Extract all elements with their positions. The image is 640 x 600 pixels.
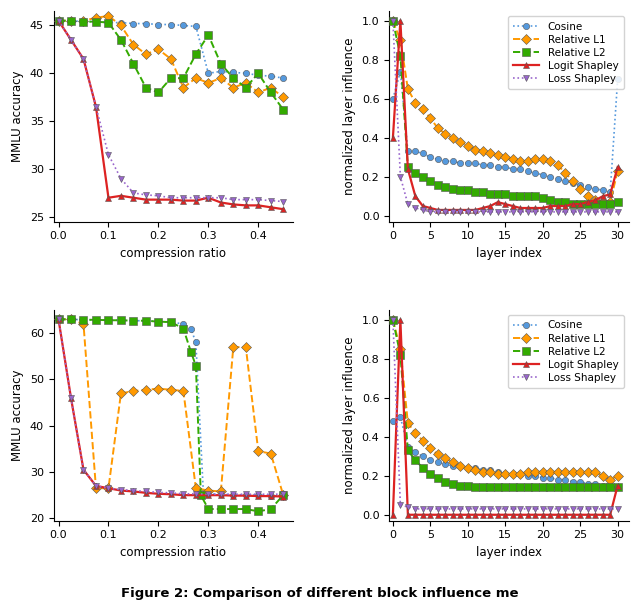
Legend: Cosine, Relative L1, Relative L2, Logit Shapley, Loss Shapley: Cosine, Relative L1, Relative L2, Logit … bbox=[508, 315, 624, 388]
Y-axis label: MMLU accuracy: MMLU accuracy bbox=[11, 370, 24, 461]
Text: Figure 2: Comparison of different block influence me: Figure 2: Comparison of different block … bbox=[121, 587, 519, 600]
Y-axis label: normalized layer influence: normalized layer influence bbox=[343, 337, 356, 494]
X-axis label: compression ratio: compression ratio bbox=[120, 546, 227, 559]
Legend: Cosine, Relative L1, Relative L2, Logit Shapley, Loss Shapley: Cosine, Relative L1, Relative L2, Logit … bbox=[508, 16, 624, 89]
X-axis label: compression ratio: compression ratio bbox=[120, 247, 227, 260]
Y-axis label: MMLU accuracy: MMLU accuracy bbox=[11, 71, 24, 162]
X-axis label: layer index: layer index bbox=[476, 247, 542, 260]
X-axis label: layer index: layer index bbox=[476, 546, 542, 559]
Y-axis label: normalized layer influence: normalized layer influence bbox=[343, 38, 356, 195]
